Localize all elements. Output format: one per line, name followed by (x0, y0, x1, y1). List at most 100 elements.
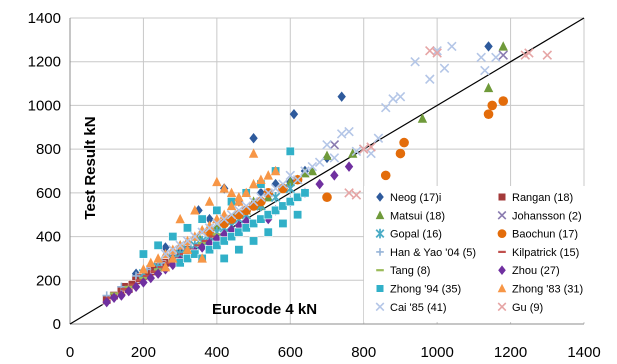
legend-marker (497, 192, 507, 202)
axes (69, 18, 584, 325)
data-point (160, 249, 171, 259)
data-point (520, 50, 531, 60)
data-point (138, 264, 149, 274)
data-point (399, 137, 409, 148)
x-tick-label: 0 (66, 344, 74, 361)
data-point (285, 183, 296, 194)
data-point (197, 224, 207, 235)
data-point (498, 50, 508, 60)
data-point (190, 205, 200, 215)
data-point (322, 140, 332, 150)
data-point (476, 52, 486, 63)
data-point (498, 41, 508, 51)
data-point (139, 277, 148, 288)
data-point (212, 220, 222, 230)
data-point (197, 253, 207, 263)
legend-background (364, 186, 586, 322)
legend-marker (375, 228, 385, 239)
data-point (219, 183, 229, 193)
legend: Neog (17)i Rangan (18) Matsui (18) Johansso… (364, 186, 586, 322)
data-point (249, 236, 259, 246)
data-point (410, 56, 420, 67)
data-point (373, 133, 384, 143)
data-point (168, 253, 178, 263)
data-point (542, 50, 553, 60)
data-point (289, 108, 299, 120)
legend-entry-label: Rangan (18) (512, 192, 573, 204)
data-point (300, 167, 310, 178)
legend-entry-label: Zhong '83 (31) (512, 284, 583, 296)
data-point (307, 161, 318, 172)
y-tick-labels: 0 200 400 600 800 1000 1200 1400 (28, 10, 61, 333)
legend-marker (497, 283, 507, 293)
legend-marker (497, 302, 507, 312)
x-tick-label: 1200 (494, 344, 527, 361)
data-point (226, 209, 237, 220)
x-tick-labels: 0 200 400 600 800 1000 1200 1400 (66, 344, 601, 361)
data-point (270, 165, 281, 176)
data-point (314, 157, 325, 168)
data-point (425, 74, 435, 84)
data-point (278, 218, 288, 228)
data-point (204, 223, 215, 233)
data-point (322, 192, 332, 203)
legend-marker (376, 248, 384, 256)
x-tick-label: 800 (351, 344, 376, 361)
data-point (153, 253, 163, 263)
data-point (366, 142, 376, 152)
data-point (226, 200, 237, 211)
data-point (447, 41, 457, 52)
data-point (395, 91, 406, 102)
y-tick-label: 0 (53, 316, 61, 333)
data-point (256, 192, 266, 202)
data-point (168, 244, 178, 255)
x-tick-label: 400 (204, 344, 229, 361)
data-point (351, 146, 362, 157)
legend-marker (375, 210, 385, 220)
y-tick-label: 1400 (28, 10, 61, 27)
data-point (234, 220, 244, 231)
data-point (263, 170, 273, 180)
x-tick-label: 600 (278, 344, 303, 361)
data-point (219, 214, 229, 224)
data-point (204, 220, 215, 230)
legend-marker (375, 284, 385, 293)
data-point (278, 179, 288, 189)
data-point (329, 140, 340, 150)
data-point (197, 214, 207, 224)
data-point (175, 213, 185, 224)
data-point (480, 65, 490, 76)
data-point (146, 272, 155, 284)
data-point (102, 296, 111, 308)
legend-entry-label: Gu (9) (512, 302, 543, 314)
data-point (358, 144, 369, 154)
data-point (263, 188, 274, 198)
legend-entry-label: Baochun (17) (512, 229, 578, 241)
data-point (344, 126, 354, 137)
data-point (182, 244, 193, 254)
data-point (487, 100, 498, 111)
y-tick-label: 600 (36, 185, 61, 202)
data-point (270, 192, 281, 203)
legend-entry-label: Han & Yao '04 (5) (390, 247, 476, 259)
data-point (425, 46, 435, 56)
legend-entry-label: Tang (8) (390, 265, 430, 277)
legend-entry-label: Kilpatrick (15) (512, 247, 579, 259)
data-point (241, 187, 251, 198)
data-point (344, 161, 354, 172)
legend-marker (376, 192, 384, 202)
data-point (330, 170, 339, 181)
data-point (212, 218, 222, 229)
data-point (395, 148, 406, 159)
data-point (292, 174, 303, 185)
data-point (131, 271, 141, 281)
data-point (270, 183, 281, 194)
data-point (117, 290, 126, 301)
data-point (248, 196, 259, 207)
data-point (307, 165, 318, 176)
y-tick-label: 1000 (28, 97, 61, 114)
legend-entry-label: Gopal (16) (390, 229, 442, 241)
data-point (153, 268, 163, 279)
legend-marker (375, 302, 385, 312)
